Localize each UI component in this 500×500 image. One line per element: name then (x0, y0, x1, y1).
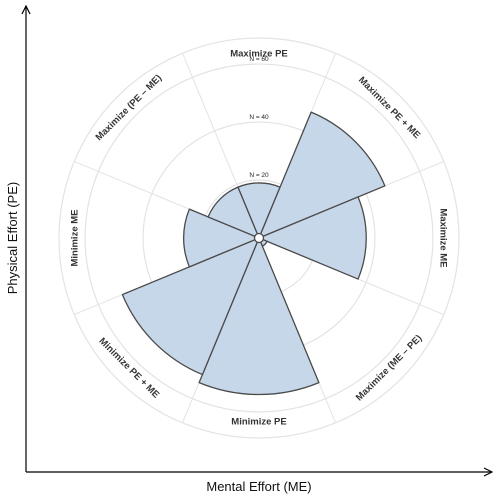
sector-label: Maximize ME (437, 208, 448, 267)
sector-group (121, 111, 386, 396)
sector-3 (258, 196, 367, 280)
y-axis-title: Physical Effort (PE) (5, 182, 20, 294)
x-axis-title: Mental Effort (ME) (206, 479, 311, 494)
sector-label: Minimize PE + ME (97, 336, 162, 401)
sector-6 (121, 237, 260, 376)
sector-label: Minimize ME (70, 209, 81, 266)
sector-label: Maximize (PE – ME) (94, 73, 165, 144)
sector-8 (207, 186, 260, 239)
sector-5 (198, 237, 320, 396)
sector-7 (183, 208, 260, 268)
ring-label: N = 60 (249, 56, 269, 63)
outer-grid-circle (58, 37, 460, 439)
ring-label: N = 20 (249, 172, 269, 179)
sector-2 (258, 111, 386, 239)
ring-labels: N = 20 N = 40 N = 60 (249, 56, 269, 179)
sector-label: Maximize PE (230, 49, 288, 60)
sector-label: Minimize PE (231, 417, 286, 428)
sector-label: Maximize PE + ME (356, 75, 422, 141)
ring-label: N = 40 (249, 114, 269, 121)
grid-ring-3 (84, 63, 434, 413)
center-dot (253, 232, 265, 244)
sector-label: Maximize (ME – PE) (354, 333, 425, 404)
